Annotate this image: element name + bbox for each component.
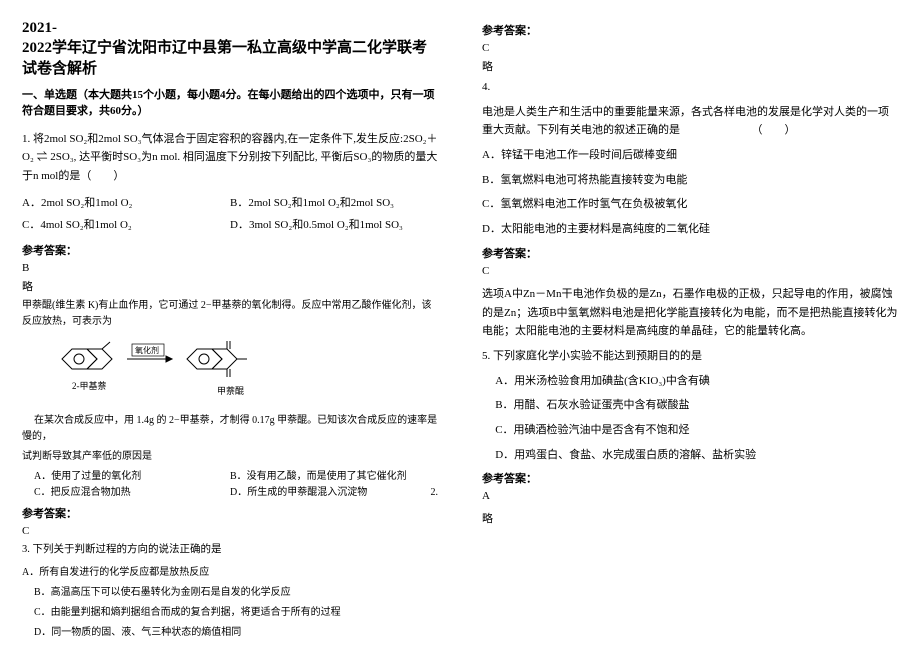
q2-mid2: 试判断导致其产率低的原因是 — [22, 449, 438, 465]
q4-opt-a: A．锌锰干电池工作一段时间后碳棒变细 — [482, 146, 898, 165]
q3-opt-a: A．所有自发进行的化学反应都是放热反应 — [22, 565, 438, 581]
q2-mid: 在某次合成反应中，用 1.4g 的 2−甲基萘，才制得 0.17g 甲萘醌。已知… — [22, 413, 438, 445]
q1-text: 1. 将2mol SO₂和2mol SO₃气体混合于固定容积的容器内,在一定条件… — [22, 130, 438, 186]
q1-ans-label: 参考答案： — [22, 242, 438, 258]
title-line1: 2021- — [22, 18, 438, 38]
q5-lue: 略 — [482, 510, 898, 526]
q2-opt-c: C．把反应混合物加热 — [22, 485, 230, 501]
q3-ans: C — [482, 42, 898, 54]
reaction-svg: 2-甲基萘 氧化剂 甲萘醌 — [42, 334, 302, 404]
q1-opt-c: C．4mol SO₂和1mol O₂ — [22, 214, 230, 236]
q5-opt-c: C．用碘酒检验汽油中是否含有不饱和烃 — [482, 421, 898, 440]
q4-opt-c: C．氢氧燃料电池工作时氢气在负极被氧化 — [482, 195, 898, 214]
q4-ans-label: 参考答案： — [482, 245, 898, 261]
q2-options: A．使用了过量的氧化剂 B．没有用乙酸，而是使用了其它催化剂 C．把反应混合物加… — [22, 469, 438, 501]
q2-pre: 甲萘醌(维生素 K)有止血作用，它可通过 2−甲基萘的氧化制得。反应中常用乙酸作… — [22, 298, 438, 330]
q1-opt-b: B．2mol SO₂和1mol O₂和2mol SO₃ — [230, 192, 438, 214]
q3-text: 3. 下列关于判断过程的方向的说法正确的是 — [22, 541, 438, 559]
q1-options: A．2mol SO₂和1mol O₂ B．2mol SO₂和1mol O₂和2m… — [22, 192, 438, 236]
q5-ans-label: 参考答案： — [482, 470, 898, 486]
q3-opt-b: B．高温高压下可以使石墨转化为金刚石是自发的化学反应 — [22, 585, 438, 601]
q2-opt-d: D．所生成的甲萘醌混入沉淀物 — [230, 487, 367, 498]
q1-lue: 略 — [22, 278, 438, 294]
q5-ans: A — [482, 490, 898, 502]
right-column: 参考答案： C 略 4. 电池是人类生产和生活中的重要能量来源，各式各样电池的发… — [460, 0, 920, 651]
reaction-diagram: 2-甲基萘 氧化剂 甲萘醌 — [42, 334, 438, 409]
arrow-label: 氧化剂 — [135, 345, 159, 355]
q2-number: 2. — [431, 485, 439, 501]
q4-text: 电池是人类生产和生活中的重要能量来源，各式各样电池的发展是化学对人类的一项重大贡… — [482, 103, 898, 140]
q2-opt-a: A．使用了过量的氧化剂 — [22, 469, 230, 485]
q5-text: 5. 下列家庭化学小实验不能达到预期目的的是 — [482, 347, 898, 366]
q2-ans: C — [22, 525, 438, 537]
q2-ans-label: 参考答案： — [22, 505, 438, 521]
q2-opt-b: B．没有用乙酸，而是使用了其它催化剂 — [230, 469, 438, 485]
q4-explanation: 选项A中Zn－Mn干电池作负极的是Zn，石墨作电极的正极，只起导电的作用，被腐蚀… — [482, 285, 898, 341]
q3-lue: 略 — [482, 58, 898, 74]
q3-ans-label: 参考答案： — [482, 22, 898, 38]
q1-opt-d: D．3mol SO₂和0.5mol O₂和1mol SO₃ — [230, 214, 438, 236]
label-right: 甲萘醌 — [217, 386, 244, 396]
q4-ans: C — [482, 265, 898, 277]
q1-opt-a: A．2mol SO₂和1mol O₂ — [22, 192, 230, 214]
left-column: 2021- 2022学年辽宁省沈阳市辽中县第一私立高级中学高二化学联考试卷含解析… — [0, 0, 460, 651]
q5-opt-b: B．用醋、石灰水验证蛋壳中含有碳酸盐 — [482, 396, 898, 415]
q3-opt-d: D．同一物质的固、液、气三种状态的熵值相同 — [22, 625, 438, 641]
q1-ans: B — [22, 262, 438, 274]
q3-opt-c: C．由能量判据和熵判据组合而成的复合判据，将更适合于所有的过程 — [22, 605, 438, 621]
section-1-head: 一、单选题（本大题共15个小题，每小题4分。在每小题给出的四个选项中，只有一项符… — [22, 87, 438, 120]
doc-title: 2021- 2022学年辽宁省沈阳市辽中县第一私立高级中学高二化学联考试卷含解析 — [22, 18, 438, 79]
label-left: 2-甲基萘 — [72, 380, 107, 391]
q5-opt-a: A．用米汤检验食用加碘盐(含KIO₃)中含有碘 — [482, 372, 898, 391]
q5-opt-d: D．用鸡蛋白、食盐、水完成蛋白质的溶解、盐析实验 — [482, 446, 898, 465]
q4-opt-b: B．氢氧燃料电池可将热能直接转变为电能 — [482, 171, 898, 190]
q4-opt-d: D．太阳能电池的主要材料是高纯度的二氧化硅 — [482, 220, 898, 239]
q4-num: 4. — [482, 78, 898, 97]
title-line2: 2022学年辽宁省沈阳市辽中县第一私立高级中学高二化学联考试卷含解析 — [22, 38, 438, 79]
